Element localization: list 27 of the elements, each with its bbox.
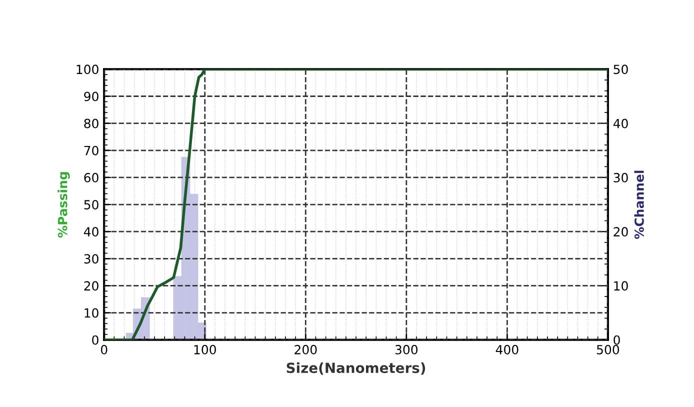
y-tick-label: 90 bbox=[84, 92, 98, 102]
y-tick-label: 70 bbox=[84, 146, 98, 156]
y2-tick-label: 30 bbox=[614, 172, 628, 182]
y-tick-label: 100 bbox=[76, 64, 98, 74]
y-tick-label: 30 bbox=[84, 254, 98, 264]
x-tick-label: 200 bbox=[294, 344, 317, 354]
x-tick-label: 300 bbox=[395, 344, 418, 354]
y-tick-label: 10 bbox=[84, 308, 98, 318]
y-tick-label: 80 bbox=[84, 118, 98, 128]
line-series bbox=[104, 69, 608, 340]
y-tick-label: 40 bbox=[84, 227, 98, 237]
y2-tick-label: 20 bbox=[614, 227, 628, 237]
y-axis-title: %Passing bbox=[58, 172, 70, 238]
y-tick-label: 0 bbox=[92, 335, 98, 345]
y2-tick-label: 50 bbox=[614, 64, 628, 74]
x-tick-label: 400 bbox=[496, 344, 518, 354]
x-tick-label: 0 bbox=[100, 344, 108, 354]
y2-tick-label: 40 bbox=[613, 118, 628, 128]
x-axis-title: Size(Nanometers) bbox=[286, 362, 426, 375]
y2-tick-label: 10 bbox=[614, 281, 628, 291]
y2-tick-label: 0 bbox=[614, 335, 620, 345]
y-tick-label: 50 bbox=[84, 200, 98, 210]
y-tick-label: 60 bbox=[84, 172, 98, 182]
x-tick-label: 100 bbox=[194, 344, 216, 354]
x-tick-label: 500 bbox=[596, 344, 620, 354]
y-tick-label: 20 bbox=[84, 281, 98, 291]
y2-axis-title: %Channel bbox=[634, 170, 644, 239]
